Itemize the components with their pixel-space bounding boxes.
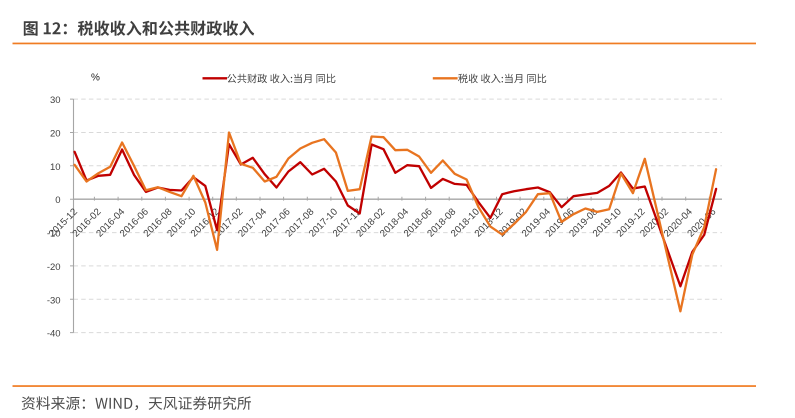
svg-text:30: 30 — [50, 95, 61, 106]
svg-text:-30: -30 — [47, 295, 61, 306]
svg-text:-40: -40 — [47, 329, 61, 340]
svg-text:0: 0 — [55, 195, 60, 206]
svg-text:20: 20 — [50, 129, 61, 140]
svg-text:-10: -10 — [47, 229, 61, 240]
svg-text:10: 10 — [50, 162, 61, 173]
svg-text:-20: -20 — [47, 262, 61, 273]
svg-text:%: % — [91, 73, 100, 84]
